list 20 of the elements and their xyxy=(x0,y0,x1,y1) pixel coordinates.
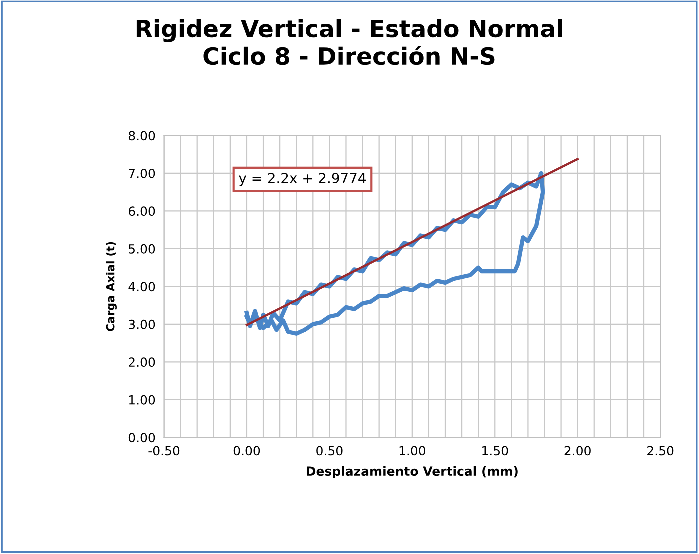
x-tick-label: 1.00 xyxy=(400,446,426,456)
annotation: y = 2.2x + 2.9774 xyxy=(239,173,366,186)
y-tick-label: 3.00 xyxy=(129,320,156,330)
y-tick-label: 8.00 xyxy=(128,131,156,141)
x-tick-label: 0.50 xyxy=(316,446,343,456)
y-axis-title: Carga Axial (t) xyxy=(106,242,117,332)
chart-title: Rigidez Vertical - Estado Normal Ciclo 8 - Dirección N-S xyxy=(136,19,562,66)
x-tick-label: 2.50 xyxy=(648,446,674,456)
y-tick-label: 2.00 xyxy=(129,358,156,368)
x-tick-label: 2.00 xyxy=(564,446,591,456)
y-tick-label: 4.00 xyxy=(128,282,156,292)
y-tick-label: 7.00 xyxy=(129,168,156,178)
x-tick-label: 0.00 xyxy=(234,446,260,456)
y-tick-label: 1.00 xyxy=(129,395,156,405)
y-tick-label: 5.00 xyxy=(129,244,156,254)
y-tick-label: 6.00 xyxy=(128,206,156,216)
x-axis-title: Desplazamiento Vertical (mm) xyxy=(306,466,518,479)
x-tick-label: -0.50 xyxy=(148,446,180,456)
y-tick-label: 0.00 xyxy=(128,433,156,443)
x-tick-label: 1.50 xyxy=(482,446,508,456)
